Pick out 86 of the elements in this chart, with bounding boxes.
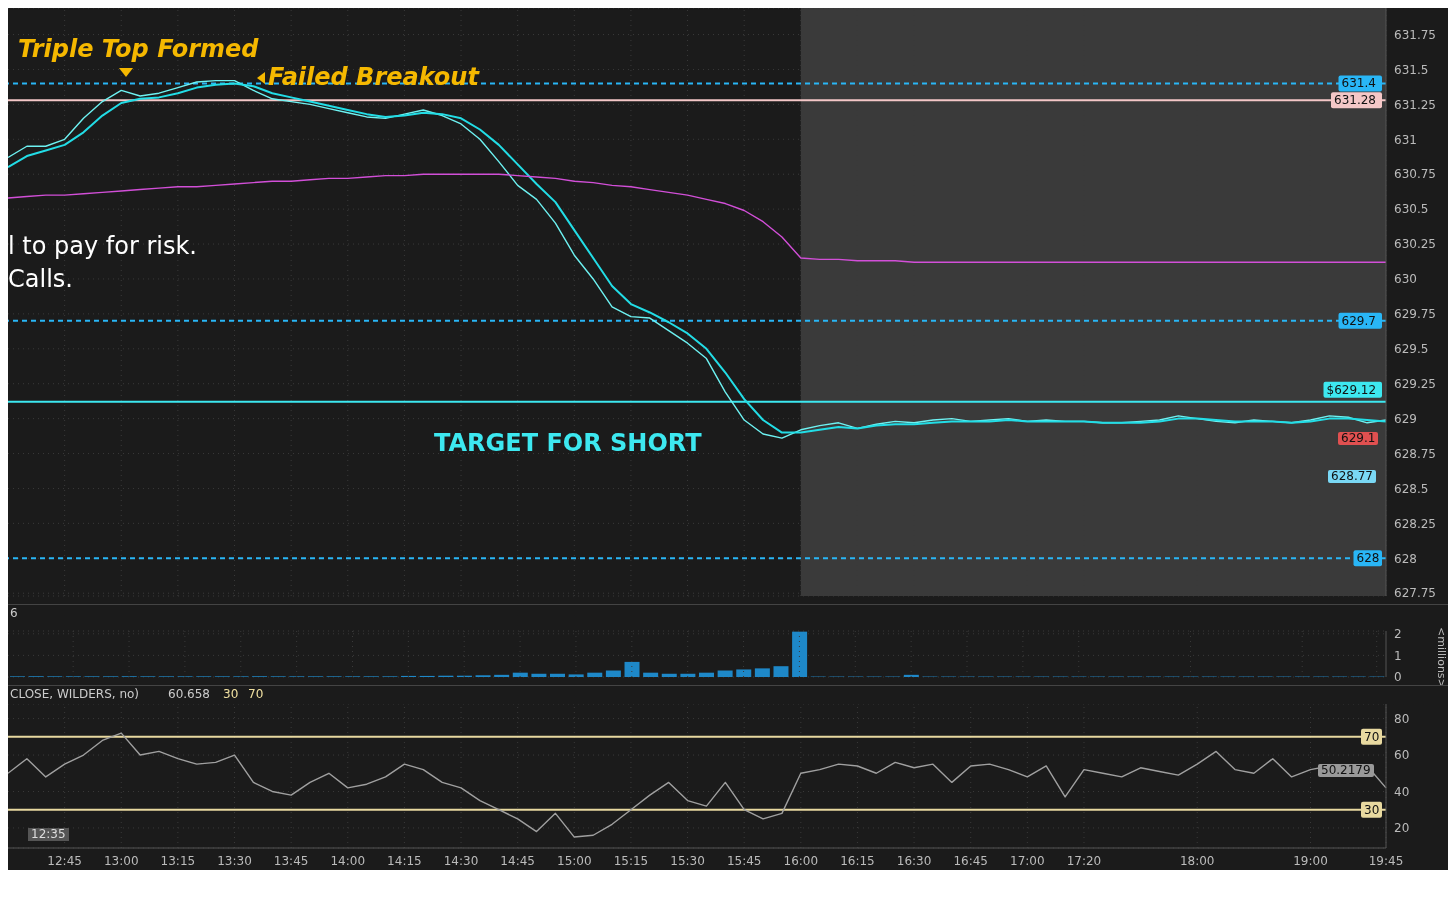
x-tick-label: 16:30	[896, 853, 932, 868]
ref-line-label: 631.4	[1341, 76, 1376, 91]
y-tick-label: 631.5	[1394, 62, 1429, 77]
x-tick-label: 13:30	[217, 853, 252, 868]
bar	[773, 666, 789, 677]
y-tick-label: 0	[1394, 670, 1402, 685]
y-tick-label: 630	[1394, 272, 1417, 287]
line-series	[8, 732, 1387, 838]
y-tick-label: 631.25	[1394, 97, 1436, 112]
bar	[624, 661, 640, 677]
y-tick-label: 628	[1394, 551, 1417, 566]
y-tick-label: 20	[1394, 821, 1410, 836]
line-series	[8, 173, 1387, 263]
bar	[550, 673, 566, 677]
text: CLOSE, WILDERS, no)	[10, 687, 140, 702]
bar	[680, 673, 696, 677]
y-tick-label: 629.75	[1394, 307, 1436, 322]
ref-line-label: 70	[1364, 729, 1380, 744]
y-tick-label: 630.25	[1394, 237, 1436, 252]
y-tick-label: 40	[1394, 784, 1410, 799]
annotation: 50.2179	[1318, 763, 1374, 778]
x-tick-label: 13:00	[103, 853, 139, 868]
y-tick-label: 80	[1394, 711, 1410, 726]
y-tick-label: 629.25	[1394, 376, 1436, 391]
bar	[531, 673, 547, 677]
x-tick-label: 15:45	[726, 853, 762, 868]
y-tick-label: 628.25	[1394, 516, 1436, 531]
ref-line-label: 628	[1356, 551, 1380, 566]
y-tick-label: 629.5	[1394, 342, 1429, 357]
x-tick-label: 13:15	[160, 853, 196, 868]
x-tick-label: 15:30	[670, 853, 705, 868]
y-tick-label: 1	[1394, 648, 1402, 663]
x-tick-label: 14:45	[500, 853, 535, 868]
text: 6	[10, 606, 18, 621]
text: 60.658	[168, 687, 210, 702]
x-tick-label: 13:45	[273, 853, 309, 868]
x-tick-label: 19:00	[1293, 853, 1328, 868]
annotation: l to pay for risk.	[8, 232, 197, 260]
x-tick-label: 17:20	[1066, 853, 1102, 868]
y-tick-label: 628.5	[1394, 481, 1429, 496]
ref-line-label: $629.12	[1326, 382, 1377, 397]
bar	[736, 669, 752, 677]
y-tick-label: 627.75	[1394, 586, 1436, 601]
annotation: TARGET FOR SHORT	[434, 429, 702, 457]
ref-line-label: 629.7	[1341, 313, 1376, 328]
ref-line-label: 30	[1364, 802, 1380, 817]
x-tick-label: 16:00	[783, 853, 819, 868]
annotation: 628.77	[1328, 469, 1376, 484]
x-tick-label: 16:45	[953, 853, 989, 868]
ref-line-label: 631.28	[1334, 93, 1376, 108]
x-tick-label: 19:45	[1368, 853, 1404, 868]
text: 30	[223, 687, 239, 702]
bar	[587, 672, 603, 677]
y-tick-label: 628.75	[1394, 446, 1436, 461]
y-tick-label: 60	[1394, 748, 1410, 763]
y-tick-label: 631.75	[1394, 27, 1436, 42]
x-tick-label: 14:30	[443, 853, 479, 868]
y-axis-title: <millions>	[1435, 627, 1448, 688]
text: 70	[248, 687, 264, 702]
bar	[792, 631, 808, 677]
annotation: Calls.	[8, 265, 73, 293]
annotation: Failed Breakout	[268, 63, 479, 91]
x-tick-label: 18:00	[1179, 853, 1215, 868]
bar	[717, 670, 733, 677]
x-tick-label: 17:00	[1010, 853, 1045, 868]
x-tick-label: 15:15	[613, 853, 649, 868]
x-tick-label: 15:00	[557, 853, 592, 868]
y-tick-label: 630.75	[1394, 167, 1436, 182]
x-tick-label: 14:15	[387, 853, 422, 868]
bar	[661, 673, 677, 677]
annotation: 12:35	[28, 827, 69, 842]
annotation: Triple Top Formed	[18, 35, 259, 63]
y-tick-label: 629	[1394, 411, 1417, 426]
bar	[605, 670, 621, 677]
annotation: 629.1	[1338, 431, 1379, 446]
y-tick-label: 631	[1394, 132, 1417, 147]
x-tick-label: 16:15	[840, 853, 875, 868]
y-tick-label: 2	[1394, 627, 1402, 642]
bar	[643, 672, 659, 677]
bar	[494, 674, 510, 677]
bar	[754, 668, 770, 677]
bar	[699, 672, 714, 677]
x-tick-label: 14:00	[330, 853, 366, 868]
y-tick-label: 630.5	[1394, 202, 1429, 217]
x-tick-label: 12:45	[47, 853, 82, 868]
bar	[568, 674, 584, 677]
